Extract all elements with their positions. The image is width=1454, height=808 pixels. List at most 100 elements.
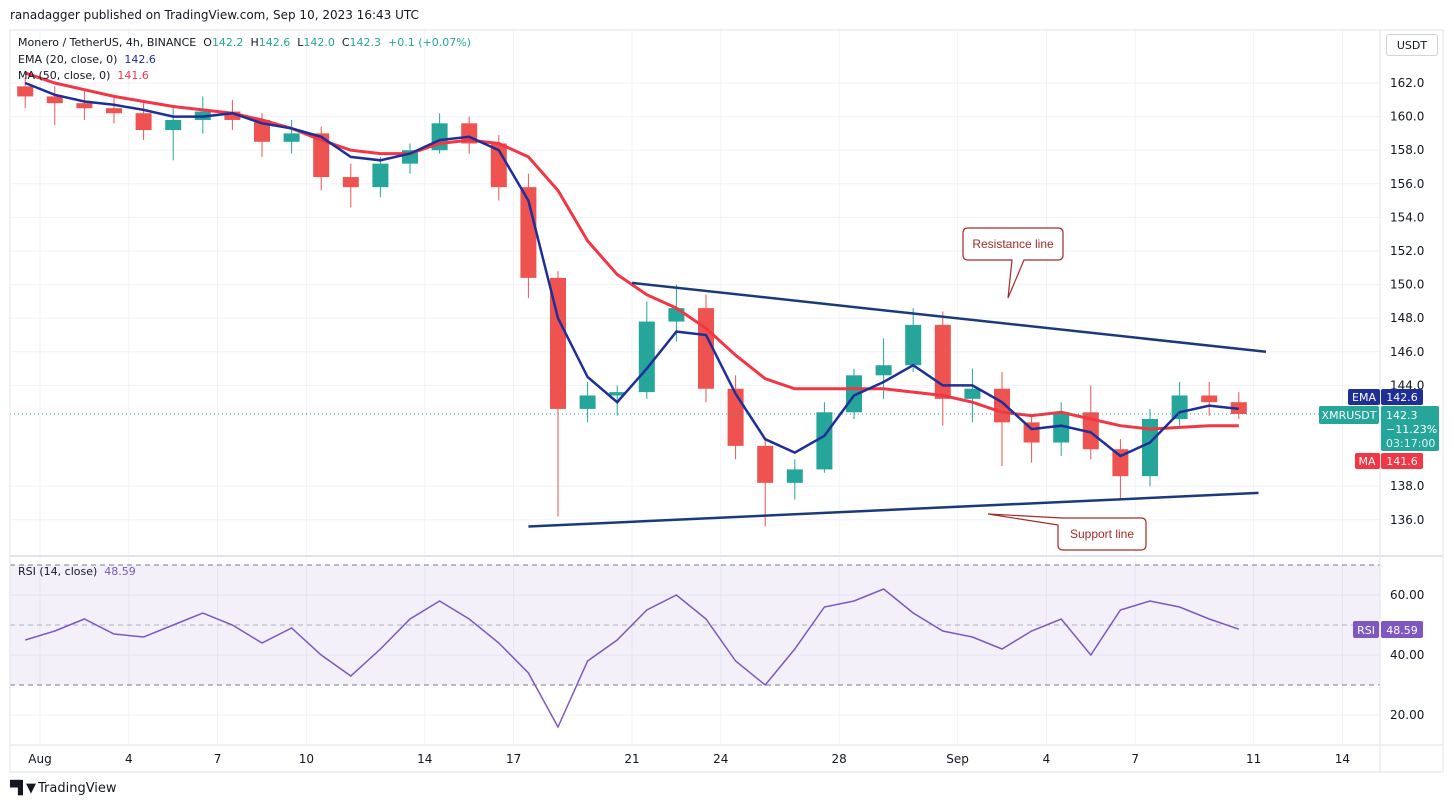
candle-body (638, 321, 655, 393)
close-label: C (341, 36, 350, 49)
price-tick-label: 158.0 (1390, 143, 1424, 157)
ema-legend[interactable]: EMA (20, close, 0) 142.6 (18, 53, 156, 66)
time-tick-label: Aug (28, 752, 51, 766)
support-label: Support line (1070, 527, 1134, 541)
rsi-price: 48.59 (1386, 624, 1418, 637)
rsi-tick-label: 40.00 (1390, 648, 1424, 662)
price-tick-label: 136.0 (1390, 513, 1424, 527)
candle-body (283, 133, 300, 142)
axis-ticks: 162.0 160.0 158.0 156.0 154.0 152.0 150.0 148.0… (28, 76, 1424, 766)
tradingview-logo-icon: ▀▌▼ (10, 781, 36, 796)
candle-body (757, 445, 774, 483)
candle-body (224, 111, 241, 120)
ma-badge: MA 141.6 (1355, 453, 1423, 469)
time-tick-label: Sep (946, 752, 969, 766)
price-tick-label: 150.0 (1390, 278, 1424, 292)
ema-legend-value: 142.6 (124, 53, 156, 66)
high-label: H (250, 36, 259, 49)
support-callout[interactable]: Support line (987, 513, 1147, 551)
close-value: 142.3 (349, 36, 382, 49)
candle-body (165, 119, 182, 131)
price-tick-label: 162.0 (1390, 76, 1424, 90)
price-tick-label: 144.0 (1390, 378, 1424, 392)
grid (10, 30, 1380, 745)
ema20-line (24, 81, 1239, 458)
candle-body (875, 365, 892, 376)
candle-body (816, 412, 833, 470)
countdown: 03:17:00 (1386, 437, 1435, 450)
candle-body (342, 177, 359, 188)
open-label: O (203, 36, 212, 49)
candle-body (1053, 412, 1070, 443)
candle-body (1142, 419, 1158, 477)
time-tick-label: 7 (214, 752, 222, 766)
candle-body (1201, 395, 1218, 403)
low-value: 142.0 (303, 36, 335, 49)
rsi-tick-label: 20.00 (1390, 708, 1424, 722)
price-tick-label: 152.0 (1390, 244, 1424, 258)
rsi-legend[interactable]: RSI (14, close) 48.59 (18, 565, 136, 578)
rsi-tag: RSI (1357, 624, 1375, 637)
last-price: 142.3 (1386, 409, 1418, 422)
time-tick-label: 11 (1246, 752, 1261, 766)
candle-body (905, 324, 922, 366)
ma-legend[interactable]: MA (50, close, 0) 141.6 (18, 69, 149, 82)
price-tick-label: 138.0 (1390, 479, 1424, 493)
symbol-tag: XMRUSDT (1322, 409, 1377, 422)
candle-body (490, 143, 507, 188)
candle-body (135, 113, 152, 131)
low-label: L (297, 36, 304, 49)
brand-name: TradingView (38, 781, 117, 796)
ema-legend-label: EMA (20, close, 0) (18, 53, 118, 66)
candle-body (579, 395, 596, 409)
last-price-badge: XMRUSDT 142.3 −11.23% 03:17:00 (1319, 406, 1439, 451)
candle-body (1112, 449, 1129, 477)
candle-body (254, 119, 270, 142)
rsi-legend-value: 48.59 (104, 565, 136, 578)
time-tick-label: 17 (506, 752, 521, 766)
ema-badge: EMA 142.6 (1348, 389, 1423, 405)
price-tick-label: 146.0 (1390, 345, 1424, 359)
time-tick-label: 7 (1131, 752, 1139, 766)
ma-price: 141.6 (1386, 455, 1418, 468)
price-tick-label: 156.0 (1390, 177, 1424, 191)
candle-body (106, 108, 122, 114)
candle-body (964, 388, 981, 399)
time-tick-label: 4 (125, 752, 133, 766)
candle-body (994, 388, 1010, 423)
ema-price: 142.6 (1386, 391, 1418, 404)
candle-body (520, 187, 537, 278)
time-tick-label: 14 (417, 752, 432, 766)
ma-legend-value: 141.6 (117, 69, 149, 82)
symbol-name: Monero / TetherUS, 4h, BINANCE (18, 36, 197, 49)
resistance-callout[interactable]: Resistance line (962, 227, 1064, 299)
price-tick-label: 160.0 (1390, 110, 1424, 124)
candle-body (609, 392, 626, 396)
ma-legend-label: MA (50, close, 0) (18, 69, 111, 82)
candle-body (313, 133, 330, 178)
publisher-line: ranadagger published on TradingView.com,… (10, 8, 419, 22)
time-tick-label: 4 (1043, 752, 1051, 766)
candle-body (698, 308, 714, 389)
price-tick-label: 148.0 (1390, 311, 1424, 325)
candle-body (727, 388, 744, 446)
currency-button[interactable]: USDT (1386, 34, 1438, 56)
candle-body (46, 96, 63, 104)
last-change: −11.23% (1386, 423, 1437, 436)
time-tick-label: 24 (713, 752, 728, 766)
tradingview-footer[interactable]: ▀▌▼ TradingView (10, 781, 117, 796)
candle-body (372, 163, 389, 188)
open-value: 142.2 (211, 36, 244, 49)
trendlines[interactable] (528, 281, 1267, 528)
change-value: +0.1 (+0.07%) (388, 36, 471, 49)
ema-tag: EMA (1352, 391, 1376, 404)
candle-body (17, 86, 34, 97)
high-value: 142.6 (258, 36, 291, 49)
time-tick-label: 28 (832, 752, 847, 766)
trendline-resistance-line (631, 281, 1267, 354)
rsi-tick-label: 60.00 (1390, 588, 1424, 602)
rsi-line (24, 588, 1240, 729)
symbol-legend: Monero / TetherUS, 4h, BINANCE O142.2 H1… (18, 36, 471, 49)
time-tick-label: 21 (624, 752, 639, 766)
